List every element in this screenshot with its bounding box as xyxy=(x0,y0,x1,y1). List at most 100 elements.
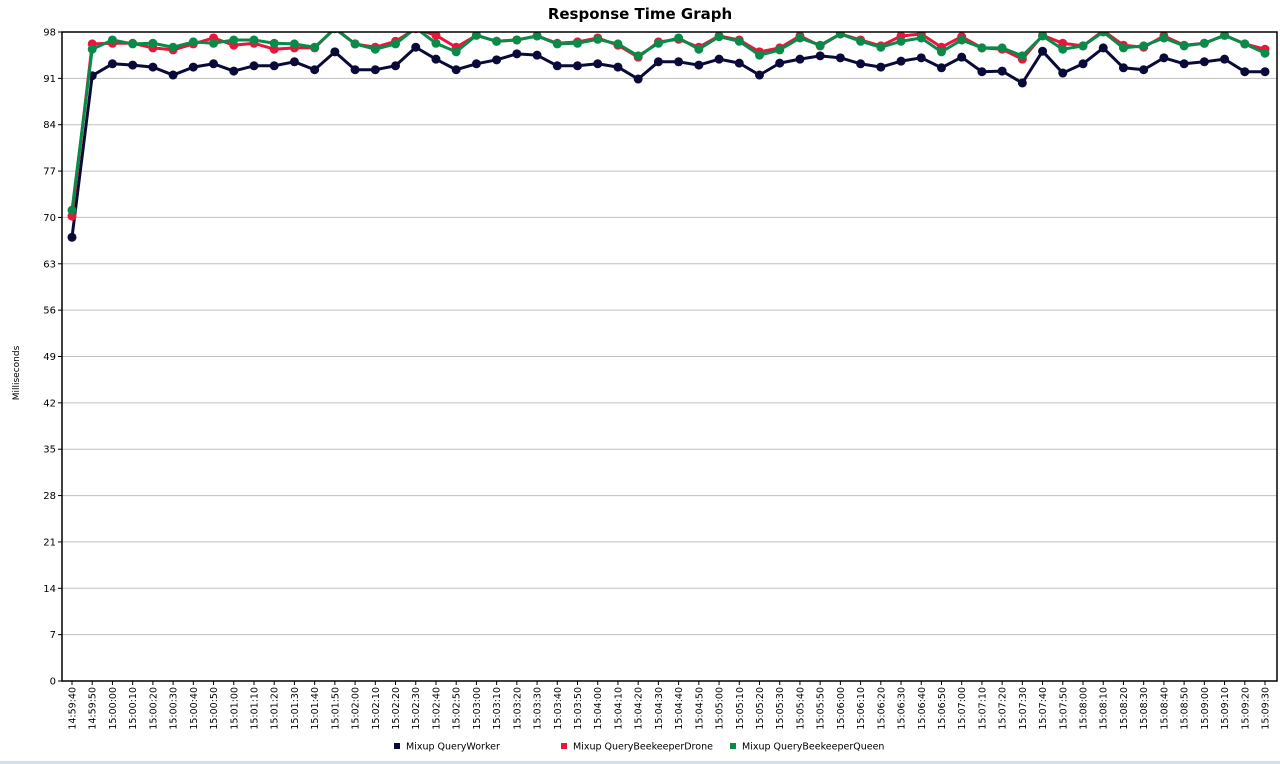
data-point xyxy=(411,42,421,52)
data-point xyxy=(1058,44,1068,54)
data-point xyxy=(1260,67,1270,77)
legend-swatch xyxy=(394,743,400,749)
x-tick-label: 15:06:30 xyxy=(897,687,908,730)
data-point xyxy=(391,61,401,71)
x-tick-label: 15:03:10 xyxy=(492,687,503,730)
y-tick-label: 0 xyxy=(50,677,56,688)
data-point xyxy=(916,53,926,63)
data-point xyxy=(1038,32,1048,41)
data-point xyxy=(128,60,138,70)
x-tick-label: 15:09:20 xyxy=(1240,687,1251,730)
x-axis-ticks: 14:59:40 14:59:50 15:00:00 15:00:10 15:00:20… xyxy=(68,681,1272,730)
y-tick-label: 84 xyxy=(43,120,56,131)
data-point xyxy=(856,59,866,69)
x-tick-label: 14:59:40 xyxy=(68,687,79,730)
data-point xyxy=(1078,41,1088,51)
x-tick-label: 15:04:20 xyxy=(634,687,645,730)
legend-swatch xyxy=(730,743,736,749)
data-point xyxy=(350,65,360,75)
data-point xyxy=(532,50,542,60)
x-tick-label: 15:05:40 xyxy=(795,687,806,730)
x-tick-label: 15:08:50 xyxy=(1180,687,1191,730)
x-tick-label: 15:00:00 xyxy=(108,687,119,730)
data-point xyxy=(714,54,724,64)
chart-title: Response Time Graph xyxy=(548,5,732,23)
x-tick-label: 15:09:10 xyxy=(1220,687,1231,730)
data-point xyxy=(694,44,704,54)
x-tick-label: 15:03:20 xyxy=(512,687,523,730)
series-mixup-querybeekeeperqueen xyxy=(67,32,1270,215)
data-point xyxy=(492,55,502,65)
data-point xyxy=(552,39,562,49)
y-tick-label: 7 xyxy=(50,630,56,641)
data-point xyxy=(1240,67,1250,77)
x-tick-label: 15:09:30 xyxy=(1261,687,1272,730)
data-point xyxy=(795,54,805,64)
data-point xyxy=(431,32,441,40)
series-line xyxy=(70,32,1266,211)
x-tick-label: 15:07:20 xyxy=(998,687,1009,730)
data-point xyxy=(350,39,360,49)
data-point xyxy=(330,47,340,57)
y-tick-label: 63 xyxy=(43,259,56,270)
series-mixup-queryworker xyxy=(67,42,1270,242)
data-point xyxy=(188,37,198,47)
x-tick-label: 15:06:00 xyxy=(836,687,847,730)
x-tick-label: 15:03:00 xyxy=(472,687,483,730)
data-point xyxy=(209,38,219,48)
data-point xyxy=(552,61,562,71)
x-tick-label: 15:00:30 xyxy=(169,687,180,730)
y-axis-label: Milliseconds xyxy=(12,345,22,400)
data-point xyxy=(532,32,542,41)
data-point xyxy=(1260,48,1270,58)
data-point xyxy=(1159,33,1169,43)
x-tick-label: 15:02:30 xyxy=(411,687,422,730)
data-point xyxy=(593,59,603,69)
x-tick-label: 15:04:10 xyxy=(613,687,624,730)
legend-label: Mixup QueryBeekeeperQueen xyxy=(742,742,884,753)
bottom-band xyxy=(0,761,1280,764)
data-point xyxy=(107,35,117,45)
x-tick-label: 15:01:40 xyxy=(310,687,321,730)
y-tick-label: 21 xyxy=(43,537,56,548)
data-point xyxy=(471,32,481,40)
x-tick-label: 15:02:40 xyxy=(431,687,442,730)
data-point xyxy=(896,36,906,46)
x-tick-label: 15:08:20 xyxy=(1119,687,1130,730)
data-point xyxy=(957,52,967,62)
data-point xyxy=(876,62,886,72)
data-point xyxy=(209,59,219,69)
data-point xyxy=(916,33,926,43)
data-point xyxy=(451,47,461,57)
x-tick-label: 15:05:30 xyxy=(775,687,786,730)
x-tick-label: 15:04:40 xyxy=(674,687,685,730)
data-point xyxy=(431,54,441,64)
y-tick-label: 70 xyxy=(43,213,56,224)
data-point xyxy=(188,62,198,72)
data-point xyxy=(613,39,623,49)
x-tick-label: 15:07:40 xyxy=(1038,687,1049,730)
data-point xyxy=(573,38,583,48)
data-point xyxy=(1017,78,1027,88)
x-tick-label: 15:08:40 xyxy=(1159,687,1170,730)
data-point xyxy=(613,62,623,72)
data-point xyxy=(674,33,684,43)
data-point xyxy=(815,51,825,61)
legend: Mixup QueryWorker Mixup QueryBeekeeperDro… xyxy=(394,742,884,753)
data-point xyxy=(229,66,239,76)
data-point xyxy=(674,57,684,67)
data-point xyxy=(168,70,178,80)
data-point xyxy=(1199,38,1209,48)
y-tick-label: 35 xyxy=(43,445,56,456)
y-tick-label: 98 xyxy=(43,28,56,39)
x-tick-label: 15:01:30 xyxy=(290,687,301,730)
x-tick-label: 15:00:10 xyxy=(128,687,139,730)
x-tick-label: 15:08:10 xyxy=(1099,687,1110,730)
data-point xyxy=(451,65,461,75)
data-point xyxy=(512,49,522,59)
data-point xyxy=(896,56,906,66)
x-tick-label: 15:05:00 xyxy=(715,687,726,730)
data-point xyxy=(67,232,77,242)
x-tick-label: 15:02:00 xyxy=(351,687,362,730)
